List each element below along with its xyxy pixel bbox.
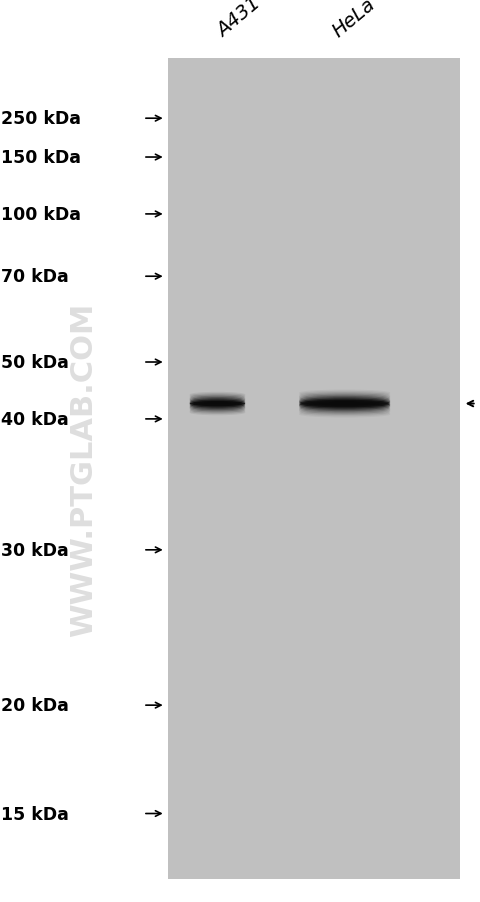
Ellipse shape (299, 403, 390, 410)
Text: 150 kDa: 150 kDa (1, 149, 82, 167)
Ellipse shape (190, 408, 245, 413)
Ellipse shape (190, 396, 245, 401)
Ellipse shape (190, 402, 245, 408)
Text: 250 kDa: 250 kDa (1, 110, 82, 128)
Ellipse shape (299, 398, 390, 404)
Ellipse shape (299, 405, 390, 411)
Ellipse shape (190, 393, 245, 399)
Bar (168, 59, 460, 879)
Ellipse shape (190, 404, 245, 410)
Text: 100 kDa: 100 kDa (1, 206, 82, 224)
Ellipse shape (190, 398, 245, 403)
Text: WWW.PTGLAB.COM: WWW.PTGLAB.COM (70, 302, 98, 636)
Text: 30 kDa: 30 kDa (1, 541, 69, 559)
Ellipse shape (299, 394, 390, 400)
Ellipse shape (190, 392, 245, 398)
Text: HeLa: HeLa (329, 0, 379, 41)
Ellipse shape (190, 405, 245, 410)
Ellipse shape (299, 392, 390, 399)
Text: 70 kDa: 70 kDa (1, 268, 69, 286)
Ellipse shape (190, 395, 245, 400)
Text: 20 kDa: 20 kDa (1, 696, 69, 714)
Ellipse shape (299, 401, 390, 408)
Ellipse shape (299, 408, 390, 414)
Ellipse shape (299, 410, 390, 417)
Ellipse shape (299, 391, 390, 398)
Ellipse shape (190, 410, 245, 416)
Ellipse shape (190, 407, 245, 412)
Ellipse shape (299, 395, 390, 401)
Ellipse shape (190, 410, 245, 415)
Ellipse shape (190, 399, 245, 404)
Text: 50 kDa: 50 kDa (1, 354, 69, 372)
Text: 15 kDa: 15 kDa (1, 805, 69, 823)
Ellipse shape (190, 401, 245, 407)
Ellipse shape (299, 400, 390, 407)
Text: A431: A431 (214, 0, 264, 41)
Ellipse shape (299, 404, 390, 410)
Text: 40 kDa: 40 kDa (1, 410, 69, 428)
Ellipse shape (299, 410, 390, 416)
Ellipse shape (299, 399, 390, 405)
Ellipse shape (190, 400, 245, 406)
Ellipse shape (299, 407, 390, 413)
Ellipse shape (299, 397, 390, 403)
